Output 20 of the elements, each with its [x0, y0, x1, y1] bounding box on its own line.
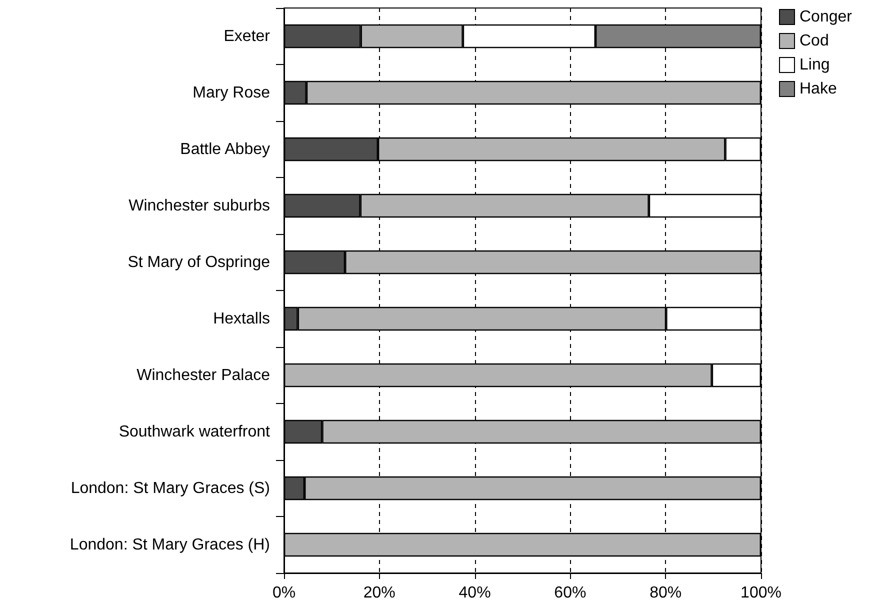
y-tick-label: London: St Mary Graces (S): [70, 480, 270, 497]
legend-label: Hake: [800, 80, 837, 98]
legend-label: Cod: [800, 32, 829, 50]
y-tick-label: Battle Abbey: [180, 140, 270, 158]
x-tick-label: 60%: [554, 584, 586, 602]
y-tick-label: St Mary of Ospringe: [128, 254, 270, 271]
x-tick-label: 20%: [363, 584, 396, 602]
x-tick-label: 40%: [458, 584, 491, 602]
legend-label: Ling: [800, 56, 830, 74]
x-tick-label: 80%: [650, 584, 682, 602]
y-tick-label: Winchester Palace: [136, 366, 270, 384]
x-tick-label: 0%: [272, 584, 296, 602]
y-tick-label: Mary Rose: [192, 84, 270, 102]
y-tick-label: Hextalls: [213, 310, 270, 328]
legend-label: Conger: [800, 8, 853, 26]
y-tick-label: Exeter: [224, 28, 271, 45]
x-tick-label: 100%: [740, 584, 782, 602]
y-tick-label: Southwark waterfront: [118, 423, 271, 440]
y-tick-label: London: St Mary Graces (H): [70, 536, 270, 554]
y-tick-label: Winchester suburbs: [128, 197, 270, 214]
